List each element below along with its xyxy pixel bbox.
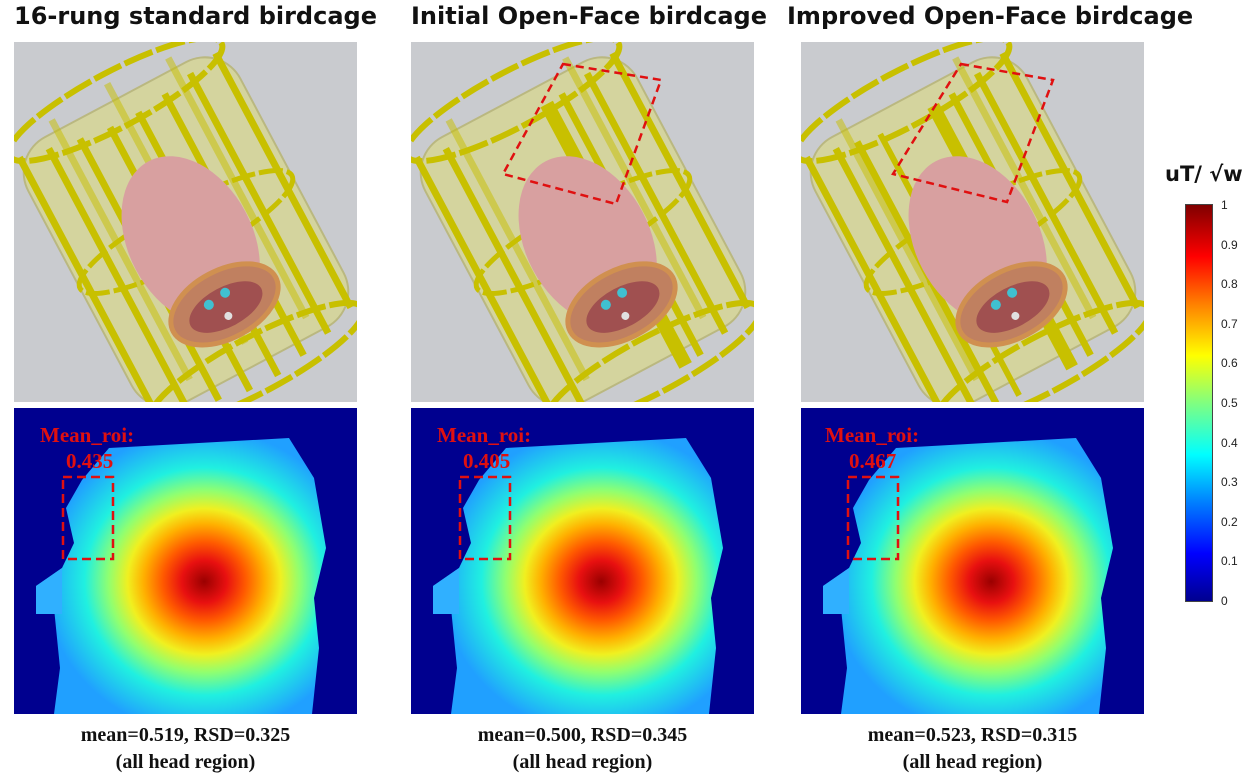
stat-initial: mean=0.500, RSD=0.345 (all head region) bbox=[411, 722, 754, 776]
field-map-improved: Mean_roi: 0.467 bbox=[801, 408, 1144, 714]
stat-mean-rsd: mean=0.523, RSD=0.315 bbox=[867, 724, 1078, 746]
stat-region: (all head region) bbox=[902, 751, 1043, 773]
roi-label: Mean_roi: bbox=[437, 423, 531, 447]
stat-mean-rsd: mean=0.519, RSD=0.325 bbox=[80, 724, 291, 746]
stat-region: (all head region) bbox=[512, 751, 653, 773]
colorbar bbox=[1185, 204, 1213, 602]
colorbar-tick: 0.6 bbox=[1221, 356, 1238, 371]
birdcage-render-standard bbox=[14, 42, 357, 402]
birdcage-render-initial bbox=[411, 42, 754, 402]
field-map-initial: Mean_roi: 0.405 bbox=[411, 408, 754, 714]
colorbar-tick: 0.8 bbox=[1221, 277, 1238, 292]
panel-title-standard: 16-rung standard birdcage bbox=[14, 2, 377, 30]
colorbar-tick: 0.1 bbox=[1221, 554, 1238, 569]
stat-standard: mean=0.519, RSD=0.325 (all head region) bbox=[14, 722, 357, 776]
colorbar-tick: 0.4 bbox=[1221, 435, 1238, 450]
roi-value: 0.435 bbox=[66, 449, 113, 473]
roi-label: Mean_roi: bbox=[825, 423, 919, 447]
panel-title-initial: Initial Open-Face birdcage bbox=[411, 2, 767, 30]
colorbar-tick: 0.7 bbox=[1221, 316, 1238, 331]
roi-value: 0.467 bbox=[849, 449, 896, 473]
stat-region: (all head region) bbox=[115, 751, 256, 773]
colorbar-tick: 0 bbox=[1221, 594, 1228, 608]
field-map-standard: Mean_roi: 0.435 bbox=[14, 408, 357, 714]
birdcage-render-improved bbox=[801, 42, 1144, 402]
colorbar-tick: 1 bbox=[1221, 198, 1228, 212]
stat-improved: mean=0.523, RSD=0.315 (all head region) bbox=[801, 722, 1144, 776]
roi-label: Mean_roi: bbox=[40, 423, 134, 447]
panel-title-improved: Improved Open-Face birdcage bbox=[787, 2, 1194, 30]
colorbar-tick: 0.5 bbox=[1221, 396, 1238, 410]
roi-value: 0.405 bbox=[463, 449, 510, 473]
colorbar-tick: 0.3 bbox=[1221, 475, 1238, 490]
colorbar-tick: 0.9 bbox=[1221, 237, 1238, 252]
colorbar-unit-label: uT/ √w bbox=[1165, 162, 1243, 186]
colorbar-tick: 0.2 bbox=[1221, 514, 1238, 529]
stat-mean-rsd: mean=0.500, RSD=0.345 bbox=[477, 724, 688, 746]
